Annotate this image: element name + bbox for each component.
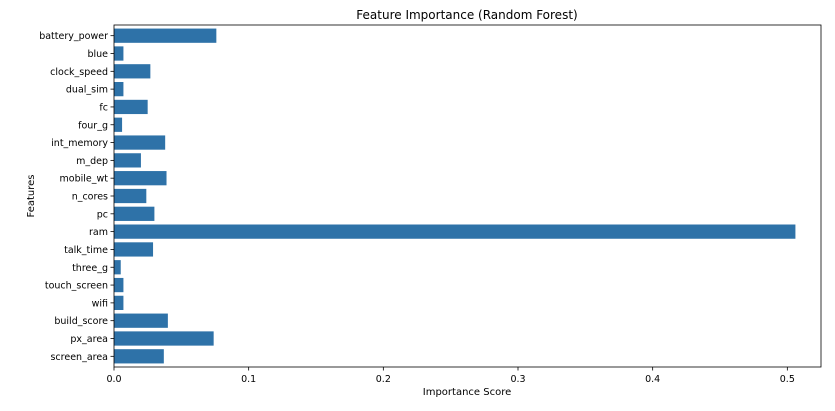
bar-four_g (114, 117, 123, 132)
bar-fc (114, 99, 148, 115)
bar-wifi (114, 295, 124, 310)
y-tick-label: talk_time (64, 245, 108, 256)
x-tick-label: 0.5 (780, 374, 795, 385)
y-tick-label: three_g (72, 263, 108, 274)
bars-layer (114, 28, 796, 364)
y-tick-label: px_area (70, 334, 108, 345)
y-tick-label: m_dep (76, 156, 108, 167)
bar-pc (114, 206, 155, 221)
y-tick-label: dual_sim (66, 85, 108, 96)
y-tick-label: mobile_wt (60, 174, 109, 185)
y-tick-label: touch_screen (45, 281, 108, 292)
x-tick-label: 0.0 (106, 374, 121, 385)
y-tick-label: fc (99, 102, 108, 113)
bar-m_dep (114, 153, 141, 168)
y-tick-label: blue (87, 49, 108, 60)
bar-clock_speed (114, 64, 151, 79)
bar-three_g (114, 260, 121, 275)
bar-battery_power (114, 28, 217, 43)
plot-frame (113, 24, 822, 368)
y-tick-label: build_score (54, 316, 108, 327)
bar-ram (114, 224, 796, 239)
bar-mobile_wt (114, 171, 167, 186)
y-tick-label: wifi (92, 298, 108, 309)
x-axis-label: Importance Score (423, 387, 512, 398)
y-tick-label: ram (89, 227, 108, 238)
bar-talk_time (114, 242, 154, 257)
y-tick-label: n_cores (72, 192, 108, 203)
y-tick-label: pc (97, 209, 108, 220)
bar-build_score (114, 313, 168, 328)
y-tick-label: four_g (78, 120, 108, 131)
x-tick-label: 0.1 (241, 374, 256, 385)
x-tick-label: 0.3 (510, 374, 525, 385)
y-tick-label: battery_power (39, 31, 108, 42)
bar-n_cores (114, 188, 147, 204)
y-tick-label: screen_area (50, 352, 108, 363)
bar-dual_sim (114, 82, 124, 97)
bar-touch_screen (114, 277, 124, 293)
y-tick-label: int_memory (51, 138, 108, 149)
bar-int_memory (114, 135, 166, 150)
x-tick-labels: 0.0 0.1 0.2 0.3 0.4 0.5 (106, 367, 795, 385)
bar-screen_area (114, 349, 164, 364)
bar-blue (114, 46, 124, 61)
y-tick-label: clock_speed (50, 67, 108, 78)
y-axis-label: Features (26, 175, 37, 218)
x-tick-label: 0.2 (376, 374, 391, 385)
bar-px_area (114, 331, 214, 346)
x-tick-label: 0.4 (645, 374, 660, 385)
chart-title: Feature Importance (Random Forest) (356, 8, 577, 22)
